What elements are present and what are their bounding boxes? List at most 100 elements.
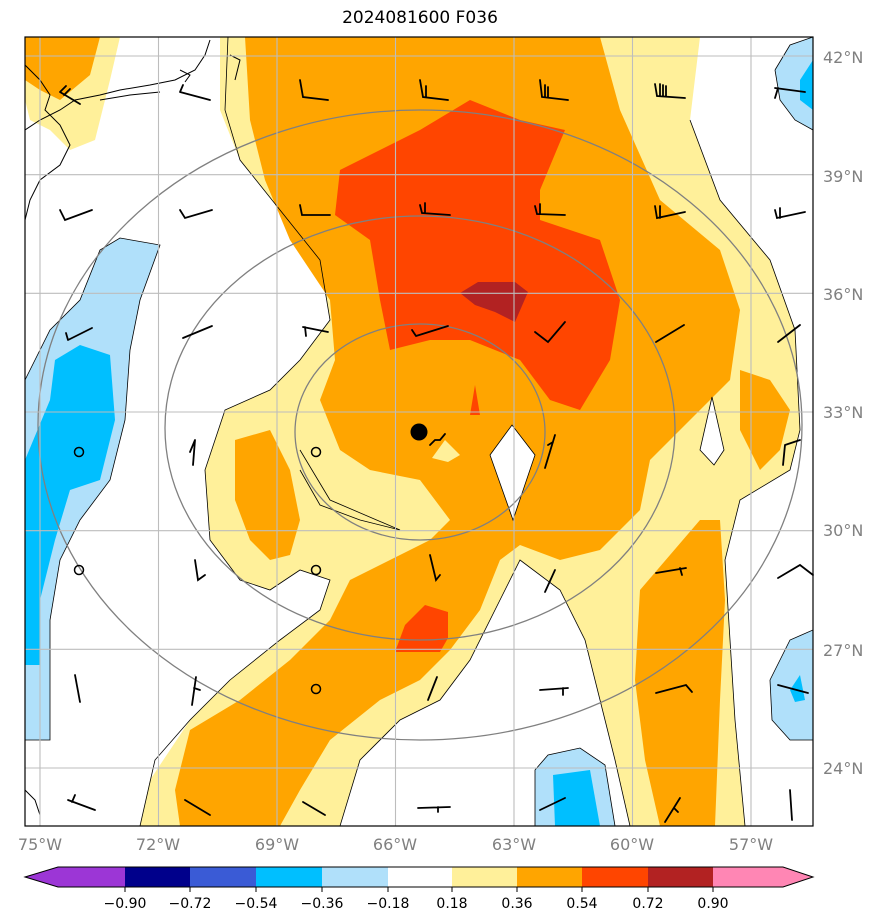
colorbar-extend-low xyxy=(25,867,58,887)
wind-barb xyxy=(299,204,331,216)
calm-wind-circle xyxy=(310,564,322,576)
contour-line xyxy=(299,449,401,531)
map-frame xyxy=(24,36,814,827)
range-ring xyxy=(37,109,803,741)
lat-axis-labels: 42°N 39°N 36°N 33°N 30°N 27°N 24°N xyxy=(823,48,863,778)
coastline-path xyxy=(25,789,41,816)
wind-barb xyxy=(539,687,569,696)
colorbar-segment xyxy=(388,867,452,887)
field-blue-e xyxy=(790,675,805,702)
colorbar-label: 0.18 xyxy=(436,896,467,912)
wind-barb xyxy=(189,439,196,466)
lon-label: 75°W xyxy=(18,835,62,854)
contour-lines xyxy=(25,37,813,826)
field-blue-s xyxy=(553,770,600,826)
wind-barb xyxy=(429,554,441,582)
colorbar-outline xyxy=(23,866,815,888)
contour-line xyxy=(339,559,631,826)
calm-markers xyxy=(73,446,322,695)
wind-barb xyxy=(191,676,201,706)
colorbar-label: −0.36 xyxy=(301,896,344,912)
colorbar-label: −0.90 xyxy=(104,896,147,912)
wind-barb xyxy=(302,801,326,816)
wind-barb xyxy=(774,207,806,220)
coastline-path xyxy=(229,54,241,81)
wind-barb xyxy=(534,321,566,344)
coastline xyxy=(25,39,241,816)
contour-line xyxy=(769,629,813,681)
wind-barb xyxy=(182,325,213,339)
lat-label: 33°N xyxy=(823,403,863,422)
field-darkred-max xyxy=(460,282,528,322)
wind-barb xyxy=(59,85,81,105)
coastline-path xyxy=(179,69,191,83)
wind-barb xyxy=(782,439,801,466)
wind-barb xyxy=(184,799,211,816)
contour-line xyxy=(489,424,536,522)
wind-barb xyxy=(655,683,693,694)
wind-barb xyxy=(74,674,81,703)
lat-label: 30°N xyxy=(823,521,863,540)
wind-barb xyxy=(534,203,566,216)
field-orange-nw xyxy=(25,37,100,100)
field-red-north xyxy=(335,100,620,410)
lon-label: 60°W xyxy=(610,835,654,854)
field-orange-se xyxy=(635,520,725,826)
wind-barb xyxy=(179,209,213,220)
colorbar-label: −0.72 xyxy=(169,896,212,912)
wind-barb xyxy=(179,84,211,101)
field-lightblue-ne xyxy=(775,37,813,130)
colorbar-label: 0.90 xyxy=(697,896,728,912)
wind-barb xyxy=(539,79,569,101)
coastline-path xyxy=(99,91,161,101)
wind-barb xyxy=(67,794,96,811)
colorbar-segment xyxy=(190,867,256,887)
field-blue-ne xyxy=(800,60,813,110)
coastline-path xyxy=(25,64,71,221)
wind-barb xyxy=(544,434,556,469)
field-hole-center xyxy=(490,425,535,520)
range-ring xyxy=(164,215,676,641)
wind-barb xyxy=(789,789,793,821)
contour-line xyxy=(774,69,813,131)
colorbar-segment xyxy=(713,867,783,887)
range-rings xyxy=(37,109,803,741)
field-blue-west xyxy=(25,345,115,665)
wind-barb xyxy=(539,797,566,811)
wind-barb xyxy=(777,324,801,343)
wind-barb xyxy=(419,202,451,216)
field-orange-west xyxy=(235,430,300,560)
wind-barb xyxy=(299,79,329,101)
field-red-spike xyxy=(470,385,480,415)
wind-barb xyxy=(417,806,451,813)
lat-label: 42°N xyxy=(823,48,863,67)
lon-label: 66°W xyxy=(373,835,417,854)
contour-line xyxy=(139,37,331,826)
colorbar-labels: −0.90 −0.72 −0.54 −0.36 −0.18 0.18 0.36 … xyxy=(104,896,729,912)
colorbar-segment xyxy=(125,867,190,887)
lon-label: 72°W xyxy=(136,835,180,854)
colorbar-segment xyxy=(58,867,125,887)
gridlines xyxy=(25,37,813,826)
lat-label: 24°N xyxy=(823,759,863,778)
lat-label: 39°N xyxy=(823,167,863,186)
colorbar-segment xyxy=(517,867,582,887)
wind-barb xyxy=(544,569,556,593)
colorbar-label: −0.54 xyxy=(235,896,278,912)
contour-line xyxy=(25,237,161,741)
wind-barb xyxy=(777,684,809,694)
wind-barb xyxy=(654,83,686,99)
wind-barb xyxy=(419,79,449,101)
contour-line xyxy=(774,37,813,71)
colorbar-segment xyxy=(256,867,322,887)
field-hole-core xyxy=(432,440,460,462)
colorbar-segment xyxy=(452,867,517,887)
calm-wind-circle xyxy=(310,683,322,695)
wind-barb xyxy=(655,324,685,343)
wind-barb xyxy=(774,87,806,99)
colorbar-segment xyxy=(582,867,648,887)
wind-barb xyxy=(411,325,449,337)
colorbar-label: 0.72 xyxy=(632,896,663,912)
lon-label: 57°W xyxy=(729,835,773,854)
field-orange-east xyxy=(740,370,790,470)
